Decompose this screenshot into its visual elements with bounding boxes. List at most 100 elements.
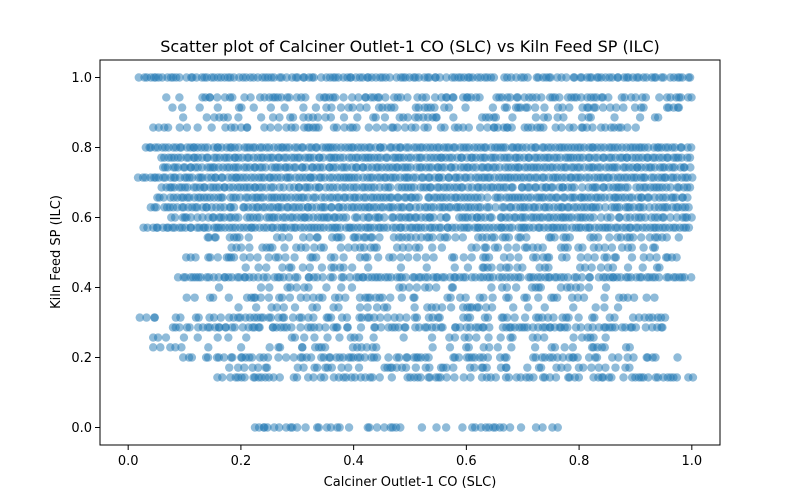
scatter-point [315, 183, 324, 192]
scatter-point [404, 253, 413, 262]
scatter-point [304, 283, 313, 292]
scatter-point [228, 93, 237, 102]
scatter-point [623, 183, 632, 192]
scatter-point [687, 213, 696, 222]
scatter-point [274, 253, 283, 262]
scatter-point [396, 253, 406, 262]
scatter-point [563, 363, 572, 372]
scatter-point [287, 263, 296, 272]
scatter-point [292, 423, 302, 432]
scatter-point [279, 183, 288, 192]
scatter-point [310, 243, 319, 252]
scatter-point [394, 323, 403, 332]
scatter-point [505, 253, 515, 262]
scatter-point [509, 303, 518, 312]
scatter-point [522, 243, 532, 252]
scatter-point [531, 353, 540, 362]
scatter-point [305, 233, 314, 242]
scatter-point [658, 323, 667, 332]
scatter-point [645, 253, 654, 262]
scatter-point [344, 363, 353, 372]
scatter-point [279, 313, 289, 322]
scatter-point [442, 93, 452, 102]
scatter-point [483, 313, 493, 322]
scatter-point [674, 103, 684, 112]
scatter-point [313, 113, 323, 122]
scatter-point [364, 263, 373, 272]
scatter-point [536, 283, 546, 292]
scatter-point [263, 273, 272, 282]
scatter-point [236, 123, 246, 132]
scatter-point [400, 123, 410, 132]
scatter-point [574, 313, 583, 322]
scatter-point [479, 293, 488, 302]
scatter-point [159, 193, 168, 202]
scatter-point [596, 263, 606, 272]
scatter-point [672, 373, 682, 382]
scatter-point [600, 303, 609, 312]
scatter-point [516, 423, 526, 432]
scatter-point [458, 423, 467, 432]
scatter-point [563, 243, 572, 252]
scatter-point [190, 293, 199, 302]
scatter-point [372, 123, 381, 132]
scatter-point [235, 233, 244, 242]
scatter-point [233, 363, 243, 372]
scatter-point [538, 243, 547, 252]
scatter-point [403, 353, 412, 362]
scatter-point [322, 283, 331, 292]
scatter-point [556, 283, 566, 292]
scatter-point [530, 343, 540, 352]
scatter-point [560, 343, 569, 352]
scatter-point [213, 253, 223, 262]
scatter-point [292, 373, 302, 382]
scatter-point [383, 153, 392, 162]
scatter-point [412, 313, 422, 322]
scatter-point [387, 193, 396, 202]
scatter-point [488, 293, 497, 302]
scatter-point [301, 243, 310, 252]
scatter-point [234, 213, 243, 222]
scatter-point [476, 203, 485, 212]
scatter-point [206, 253, 215, 262]
scatter-point [401, 363, 411, 372]
scatter-point [540, 103, 549, 112]
scatter-point [279, 303, 288, 312]
scatter-point [534, 293, 543, 302]
scatter-point [290, 333, 300, 342]
scatter-point [162, 93, 171, 102]
scatter-point [610, 323, 620, 332]
scatter-point [443, 233, 452, 242]
scatter-point [293, 363, 303, 372]
scatter-point [584, 353, 594, 362]
scatter-point [194, 313, 203, 322]
scatter-point [362, 103, 371, 112]
scatter-point [150, 313, 160, 322]
scatter-point [221, 123, 230, 132]
scatter-point [317, 263, 327, 272]
scatter-point [236, 243, 246, 252]
scatter-point [537, 93, 546, 102]
scatter-point [587, 263, 596, 272]
scatter-point [499, 423, 508, 432]
scatter-point [546, 73, 555, 82]
scatter-point [341, 213, 351, 222]
scatter-point [442, 213, 451, 222]
scatter-point [245, 253, 255, 262]
scatter-point [266, 103, 276, 112]
scatter-point [481, 303, 491, 312]
scatter-point [362, 343, 372, 352]
scatter-point [318, 273, 327, 282]
scatter-point [384, 353, 393, 362]
scatter-point [674, 233, 683, 242]
scatter-point [601, 203, 610, 212]
scatter-point [329, 263, 339, 272]
scatter-point [612, 163, 622, 172]
scatter-point [370, 313, 379, 322]
scatter-point [655, 93, 664, 102]
scatter-point [175, 73, 184, 82]
scatter-point [666, 93, 675, 102]
scatter-point [333, 323, 342, 332]
scatter-point [601, 123, 610, 132]
scatter-point [368, 373, 377, 382]
